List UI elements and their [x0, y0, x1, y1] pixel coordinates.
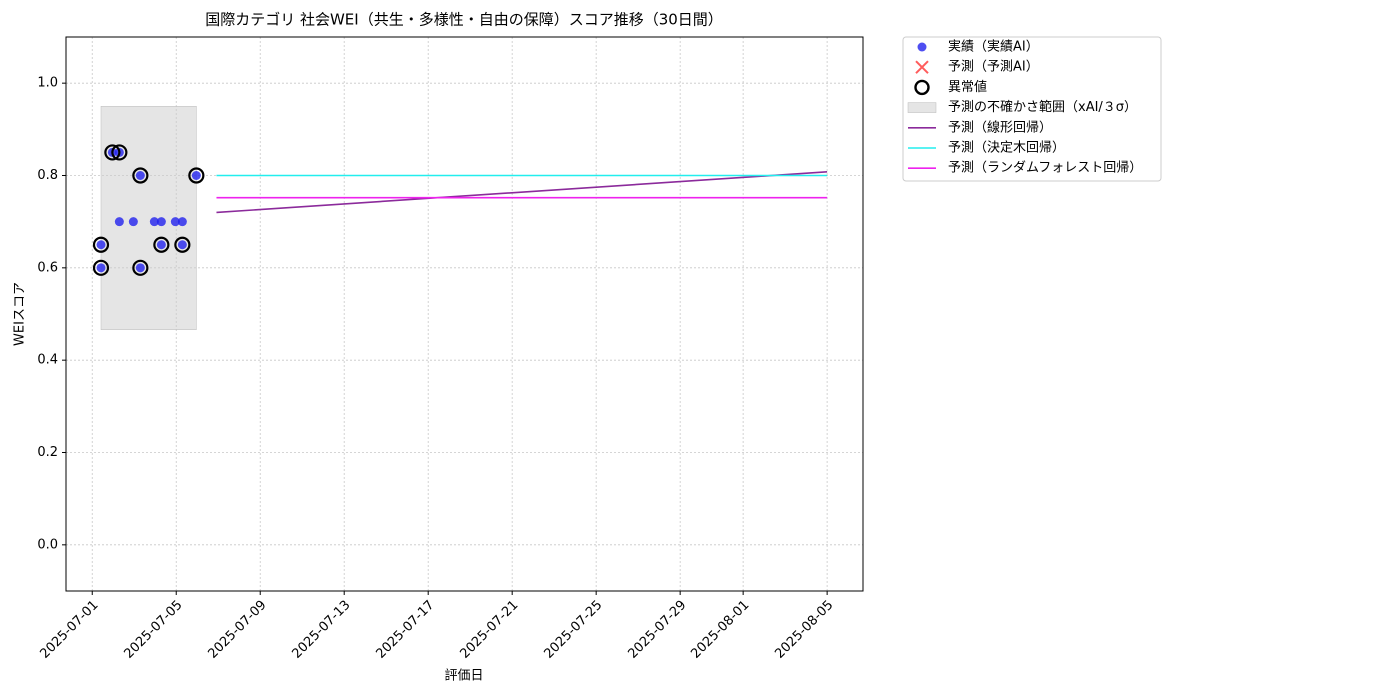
actual-point	[156, 240, 166, 250]
legend-label: 予測（予測AI）	[948, 60, 1039, 75]
anomaly-ring	[153, 236, 170, 253]
actual-point	[177, 217, 187, 227]
anomaly-ring	[132, 167, 149, 184]
anomaly-ring	[111, 144, 128, 161]
legend-box	[902, 36, 1162, 182]
actual-point	[135, 263, 145, 273]
legend-label: 予測（決定木回帰）	[948, 140, 1065, 156]
anomaly-ring	[104, 144, 121, 161]
actual-point	[128, 217, 138, 227]
actual-point	[96, 240, 106, 250]
y-axis-label: WEIスコア	[13, 282, 28, 346]
x-axis-label: 評価日	[444, 669, 483, 684]
x-tick-label: 2025-07-29	[625, 598, 689, 662]
forecast-line	[216, 171, 828, 214]
legend-label: 予測（ランダムフォレスト回帰）	[948, 160, 1142, 176]
y-tick-label: 1.0	[37, 76, 58, 91]
x-tick-label: 2025-08-01	[688, 598, 752, 662]
actual-point	[135, 171, 145, 180]
legend-label: 実績（実績AI）	[948, 39, 1039, 55]
actual-point	[170, 217, 180, 227]
legend-marker	[914, 79, 930, 96]
legend-label: 予測（線形回帰）	[948, 119, 1052, 135]
y-tick-label: 0.8	[37, 168, 58, 183]
x-tick-label: 2025-07-01	[38, 598, 102, 662]
anomaly-ring	[92, 236, 110, 253]
x-tick-label: 2025-08-05	[772, 598, 836, 662]
actual-point	[149, 217, 159, 227]
anomaly-ring	[92, 259, 110, 276]
chart-title: 国際カテゴリ 社会WEI（共生・多様性・自由の保障）スコア推移（30日間）	[205, 11, 723, 29]
plot-area	[92, 106, 828, 330]
actual-point	[96, 263, 106, 273]
actual-point	[177, 240, 187, 250]
legend-marker	[917, 42, 927, 52]
x-tick-label: 2025-07-05	[121, 598, 185, 662]
anomaly-ring	[188, 167, 205, 184]
legend-marker	[915, 60, 929, 74]
y-tick-label: 0.6	[37, 260, 58, 275]
y-tick-label: 0.2	[37, 445, 58, 460]
legend-label: 予測の不確かさ範囲（xAI/３σ）	[948, 99, 1137, 115]
actual-point	[114, 217, 124, 227]
x-tick-label: 2025-07-17	[373, 598, 437, 662]
actual-point	[191, 171, 201, 180]
anomaly-ring	[132, 259, 149, 276]
actual-point	[156, 217, 166, 227]
y-tick-label: 0.4	[37, 353, 58, 368]
x-tick-label: 2025-07-25	[541, 598, 605, 662]
axes-frame	[65, 36, 864, 592]
anomaly-ring	[174, 236, 191, 253]
x-tick-label: 2025-07-21	[457, 598, 521, 662]
legend-label: 異常値	[948, 79, 987, 95]
x-tick-label: 2025-07-13	[289, 598, 353, 662]
y-tick-label: 0.0	[37, 537, 58, 552]
x-tick-label: 2025-07-09	[205, 598, 269, 662]
legend-marker	[907, 102, 937, 113]
